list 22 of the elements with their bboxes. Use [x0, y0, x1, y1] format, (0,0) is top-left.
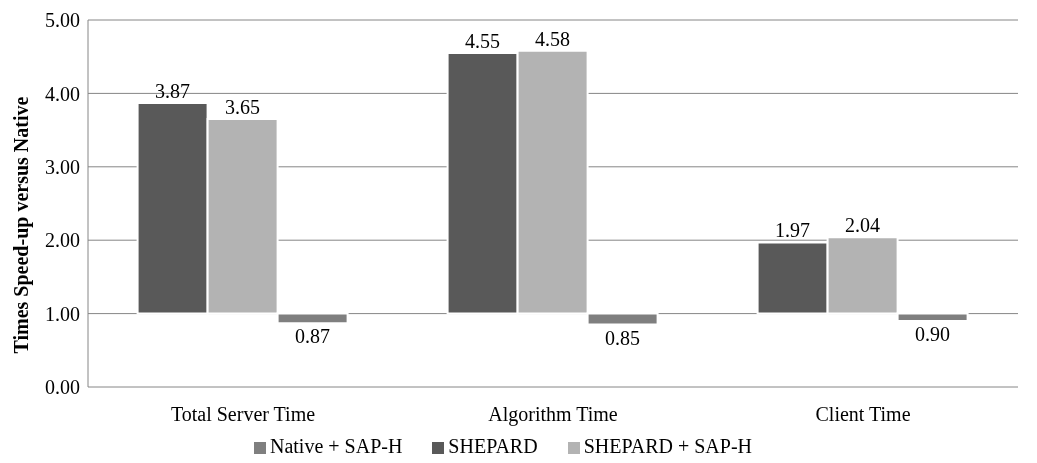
y-axis-title: Times Speed-up versus Native [10, 96, 34, 354]
data-label: 0.87 [295, 325, 331, 348]
y-tick-label: 1.00 [45, 302, 80, 325]
data-label: 0.85 [605, 326, 641, 349]
x-tick-label: Client Time [815, 403, 911, 426]
y-tick-label: 0.00 [45, 376, 80, 399]
y-tick-label: 5.00 [45, 9, 80, 32]
data-label: 2.04 [845, 214, 881, 237]
y-tick-label: 2.00 [45, 229, 80, 252]
x-tick-label: Total Server Time [170, 403, 316, 426]
legend-label: SHEPARD + SAP-H [583, 435, 753, 457]
legend-label: Native + SAP-H [269, 435, 403, 457]
legend-label: SHEPARD [448, 435, 538, 457]
data-label: 4.55 [465, 30, 501, 53]
data-label: 3.65 [225, 96, 261, 119]
data-label: 0.90 [915, 322, 951, 345]
data-label: 4.58 [535, 27, 571, 50]
x-tick-label: Algorithm Time [488, 403, 618, 427]
y-tick-label: 4.00 [45, 82, 80, 105]
y-tick-label: 3.00 [45, 155, 80, 178]
data-label: 3.87 [155, 79, 191, 102]
data-label: 1.97 [775, 219, 811, 242]
